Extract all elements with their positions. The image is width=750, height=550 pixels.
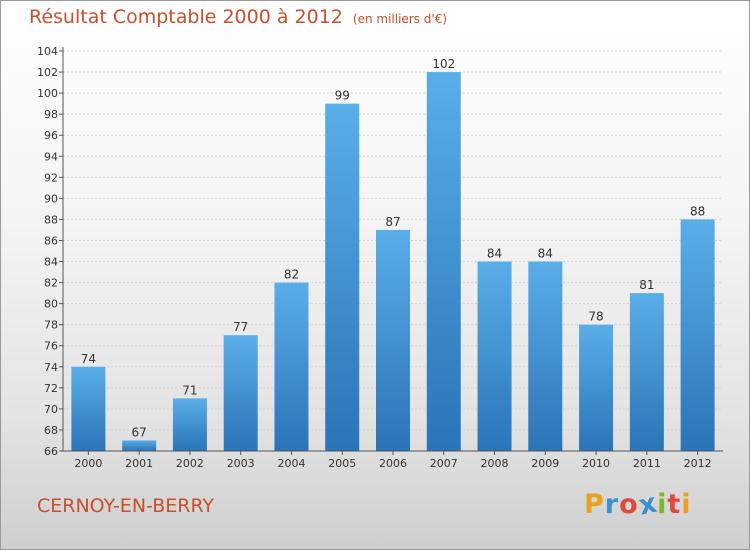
y-tick-label: 68: [44, 424, 58, 437]
y-tick-label: 70: [44, 403, 58, 416]
logo-letter: o: [619, 489, 639, 520]
bar-value-label: 82: [284, 268, 299, 282]
logo-letter: i: [657, 489, 668, 520]
place-name: CERNOY-EN-BERRY: [37, 495, 215, 517]
y-tick-label: 100: [37, 87, 58, 100]
y-tick-label: 90: [44, 192, 58, 205]
bar: [376, 229, 410, 451]
bar-value-label: 71: [182, 383, 197, 397]
logo-letter: t: [667, 489, 682, 520]
y-tick-label: 88: [44, 213, 58, 226]
axes: 66 68 70 72 74 76 78 80 82 84 86 88 90 92 94 96 98 100 102…: [37, 45, 723, 470]
bar-value-label: 81: [639, 278, 654, 292]
bar-value-label: 78: [588, 310, 603, 324]
bar: [274, 282, 309, 451]
logo-letter: i: [681, 489, 692, 520]
proxiti-logo: Proxiti: [584, 487, 692, 521]
y-tick-label: 98: [44, 108, 58, 121]
y-tick-label: 104: [37, 45, 58, 58]
bar: [579, 324, 614, 451]
x-tick-label: 2011: [633, 457, 661, 470]
y-tick-label: 96: [44, 129, 58, 142]
bar-value-label: 74: [81, 352, 96, 366]
x-tick-label: 2005: [328, 457, 356, 470]
bar: [325, 103, 360, 451]
chart-title: Résultat Comptable 2000 à 2012 (en millie…: [29, 6, 448, 28]
y-tick-label: 78: [44, 319, 58, 332]
bar: [172, 398, 207, 451]
y-tick-label: 82: [44, 277, 58, 290]
logo-letter: P: [584, 489, 605, 520]
x-tick-label: 2000: [74, 457, 102, 470]
bar: [71, 366, 106, 451]
bar-value-label: 99: [335, 89, 350, 103]
bar: [629, 293, 664, 451]
bar: [223, 335, 258, 451]
bar: [426, 72, 461, 451]
chart-subtitle: (en milliers d'€): [352, 12, 448, 26]
x-tick-label: 2010: [582, 457, 610, 470]
x-tick-label: 2008: [481, 457, 509, 470]
bar-value-label: 88: [690, 204, 705, 218]
y-tick-label: 94: [44, 150, 58, 163]
x-tick-label: 2009: [531, 457, 559, 470]
bar-value-label: 102: [432, 57, 455, 71]
bar: [122, 440, 157, 451]
x-tick-label: 2001: [125, 457, 153, 470]
y-tick-label: 76: [44, 340, 58, 353]
bar-value-label: 84: [538, 247, 553, 261]
y-tick-label: 74: [44, 361, 58, 374]
bars: 74 67 71 77 82 99 87 102 84 84 78 81 88: [71, 57, 715, 451]
bar: [680, 219, 715, 451]
bar-value-label: 67: [132, 425, 147, 439]
x-tick-label: 2006: [379, 457, 407, 470]
bar: [477, 261, 512, 451]
y-tick-label: 84: [44, 256, 58, 269]
x-tick-label: 2003: [227, 457, 255, 470]
y-tick-label: 72: [44, 382, 58, 395]
logo-letter: r: [604, 489, 620, 520]
x-tick-label: 2002: [176, 457, 204, 470]
bar-value-label: 87: [385, 215, 400, 229]
x-tick-label: 2004: [277, 457, 305, 470]
x-tick-label: 2007: [430, 457, 458, 470]
y-tick-label: 66: [44, 445, 58, 458]
y-tick-label: 80: [44, 298, 58, 311]
y-tick-label: 86: [44, 234, 58, 247]
bar-value-label: 84: [487, 247, 502, 261]
bar: [528, 261, 563, 451]
y-tick-label: 102: [37, 66, 58, 79]
bar-value-label: 77: [233, 320, 248, 334]
x-tick-label: 2012: [684, 457, 712, 470]
y-tick-label: 92: [44, 171, 58, 184]
